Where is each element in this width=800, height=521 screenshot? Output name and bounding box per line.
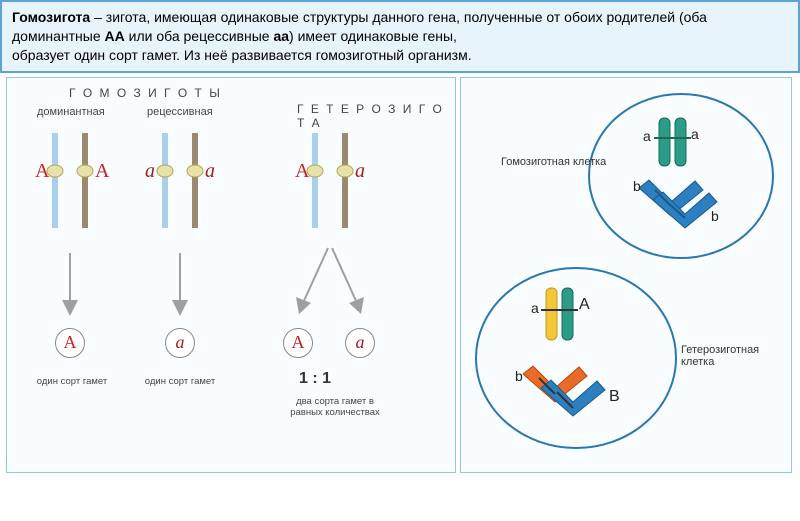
definition-header: Гомозигота – зигота, имеющая одинаковые …	[0, 0, 800, 73]
def-text-2: или оба рецессивные	[125, 28, 274, 44]
allele-a3: a	[355, 160, 365, 183]
gamete-A2: A	[283, 328, 313, 358]
r-A1: A	[579, 296, 590, 314]
label-one-sort-1: один сорт гамет	[27, 376, 117, 387]
allele-a1: a	[145, 160, 155, 183]
homo-cell-label: Гомозиготная клетка	[501, 156, 606, 168]
label-one-sort-2: один сорт гамет	[135, 376, 225, 387]
cell-diagram	[461, 78, 793, 474]
gamete-a: a	[165, 328, 195, 358]
def-text-3: ) имеет одинаковые гены,	[289, 28, 457, 44]
ratio-label: 1 : 1	[299, 370, 331, 388]
allele-A3: A	[295, 160, 309, 183]
r-a3: a	[531, 300, 539, 316]
aa-dom: АА	[105, 28, 125, 44]
r-a1: a	[643, 128, 651, 144]
chromosome-diagram	[7, 78, 457, 474]
allele-A1: A	[35, 160, 49, 183]
allele-a2: a	[205, 160, 215, 183]
aa-rec: аа	[273, 28, 289, 44]
panel-right: a a b b Гомозиготная клетка a A b B Гете…	[460, 77, 792, 473]
r-b3: b	[515, 368, 523, 384]
gamete-A: A	[55, 328, 85, 358]
def-text-4: образует один сорт гамет. Из неё развива…	[12, 47, 472, 63]
panel-left: Г О М О З И Г О Т Ы Г Е Т Е Р О З И Г О …	[6, 77, 456, 473]
panel-row: Г О М О З И Г О Т Ы Г Е Т Е Р О З И Г О …	[0, 73, 800, 479]
allele-A2: A	[95, 160, 109, 183]
r-b1: b	[633, 178, 641, 194]
r-b2: b	[711, 208, 719, 224]
hetero-cell-label: Гетерозиготная клетка	[681, 344, 791, 368]
label-two-sort: два сорта гамет в равных количествах	[285, 396, 385, 419]
r-a2: a	[691, 126, 699, 142]
term: Гомозигота	[12, 9, 90, 25]
r-B1: B	[609, 388, 620, 406]
gamete-a2: a	[345, 328, 375, 358]
